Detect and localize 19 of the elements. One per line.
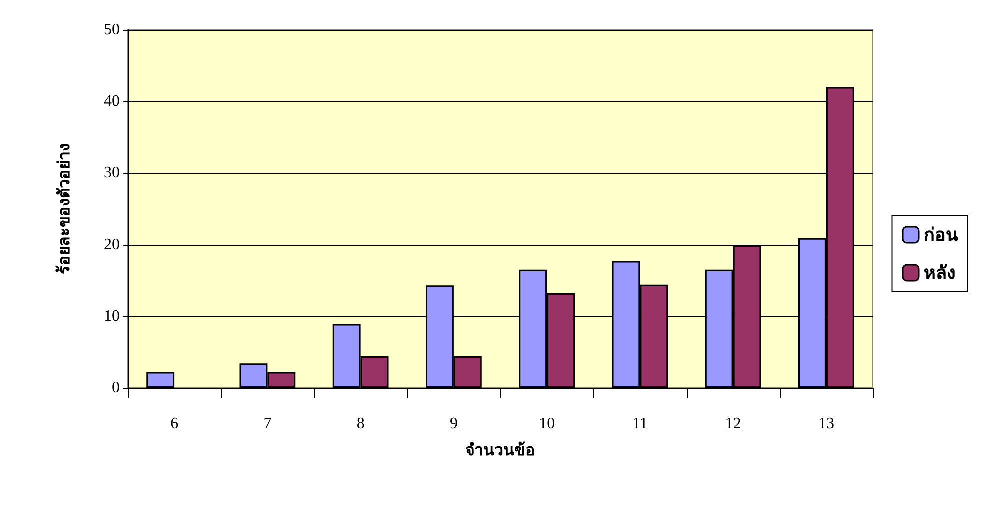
x-tick-label: 7 <box>264 416 272 432</box>
x-tick-label: 9 <box>450 416 458 432</box>
x-tick-label: 10 <box>539 416 556 432</box>
x-tick-label: 6 <box>170 416 179 432</box>
y-tick-label: 10 <box>104 308 120 325</box>
y-tick-label: 50 <box>104 22 120 38</box>
x-tick-label: 13 <box>818 416 834 432</box>
x-tick-label: 12 <box>725 416 742 432</box>
legend-label: ก่อน <box>924 225 959 245</box>
y-tick-label: 40 <box>104 93 120 110</box>
y-tick-label: 20 <box>104 236 120 254</box>
legend-label: หลัง <box>924 263 956 283</box>
x-tick-label: 8 <box>356 416 365 432</box>
y-tick-label: 30 <box>104 164 120 182</box>
y-tick-label: 0 <box>112 380 120 396</box>
x-tick-label: 11 <box>632 416 648 432</box>
x-axis-title: จำนวนข้อ <box>466 442 536 460</box>
y-axis-title: ร้อยละของตัวอย่าง <box>56 144 74 274</box>
bar <box>146 372 175 388</box>
